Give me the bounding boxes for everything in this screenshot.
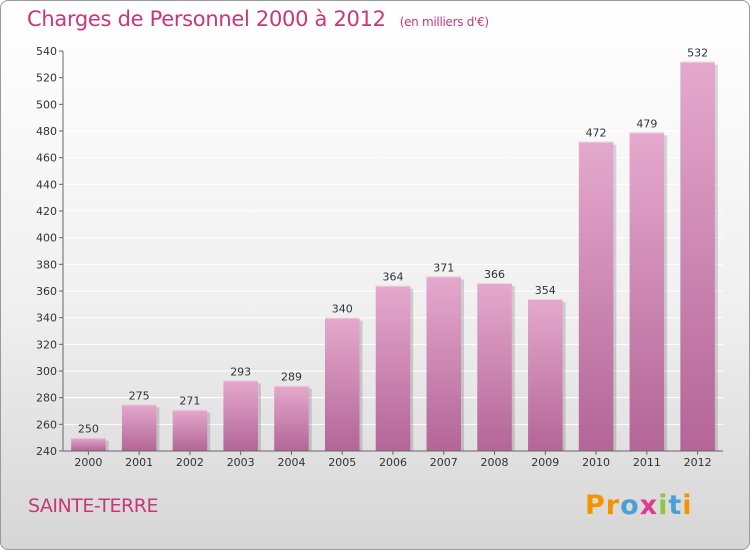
y-tick-label: 460 <box>36 152 57 165</box>
bar <box>172 409 208 451</box>
x-tick-label: 2004 <box>277 456 305 469</box>
data-label: 275 <box>129 389 150 402</box>
data-label: 271 <box>179 395 200 408</box>
x-tick-label: 2006 <box>379 456 407 469</box>
data-label: 340 <box>332 303 353 316</box>
data-label: 293 <box>230 365 251 378</box>
data-label: 472 <box>586 127 607 140</box>
x-tick-label: 2011 <box>633 456 661 469</box>
data-label: 479 <box>636 117 657 130</box>
logo-letter: t <box>668 490 683 521</box>
y-tick-label: 480 <box>36 125 57 138</box>
logo-letter: r <box>605 490 621 521</box>
x-axis: 2000 2001 2002 2003 2004 2005 2006 2007 2008 2009… <box>63 450 723 469</box>
bar <box>629 132 665 452</box>
bars: 250 275 271 293 289 340 364 371 366 354 472 479 532 <box>71 47 718 452</box>
bar <box>223 380 258 451</box>
y-axis: 240 260 280 300 320 340 360 380 400 420 440 460 480 5… <box>36 45 64 458</box>
logo-letter: i <box>682 490 693 521</box>
x-tick-label: 2003 <box>227 456 255 469</box>
y-tick-label: 320 <box>36 338 57 351</box>
y-tick-label: 260 <box>36 418 57 431</box>
logo-letter: x <box>639 490 659 521</box>
title-text: Charges de Personnel 2000 à 2012 <box>27 7 386 31</box>
data-label: 366 <box>484 268 505 281</box>
x-tick-label: 2005 <box>328 456 356 469</box>
bar <box>121 404 157 451</box>
y-tick-label: 440 <box>36 178 57 191</box>
bar <box>680 61 715 452</box>
y-tick-label: 420 <box>36 205 57 218</box>
place-name: SAINTE-TERRE <box>28 495 158 517</box>
logo-letter: P <box>585 490 606 521</box>
y-tick-label: 500 <box>36 98 57 111</box>
x-tick-label: 2012 <box>684 456 712 469</box>
y-tick-label: 240 <box>36 445 57 458</box>
data-label: 250 <box>78 423 99 436</box>
x-tick-label: 2009 <box>531 456 559 469</box>
y-tick-label: 380 <box>36 258 57 271</box>
bar <box>375 285 411 451</box>
data-label: 532 <box>687 47 708 60</box>
chart-subtitle: (en milliers d'€) <box>399 15 489 29</box>
bar <box>71 437 106 451</box>
y-tick-label: 300 <box>36 365 57 378</box>
bar <box>274 385 309 451</box>
bar <box>426 276 462 451</box>
data-label: 371 <box>433 261 454 274</box>
x-tick-label: 2002 <box>176 456 204 469</box>
logo-letter: i <box>658 490 669 521</box>
data-label: 354 <box>535 284 556 297</box>
bar <box>477 283 512 451</box>
data-label: 289 <box>281 371 302 384</box>
bar <box>578 141 614 451</box>
y-tick-label: 360 <box>36 285 57 298</box>
proxiti-logo: Proxiti <box>585 490 693 521</box>
y-tick-label: 400 <box>36 232 57 245</box>
y-tick-label: 340 <box>36 312 57 325</box>
x-tick-label: 2008 <box>481 456 509 469</box>
x-tick-label: 2007 <box>430 456 458 469</box>
x-tick-label: 2001 <box>125 456 153 469</box>
y-tick-label: 280 <box>36 392 57 405</box>
bar <box>324 317 360 451</box>
y-tick-label: 540 <box>36 45 57 58</box>
bar <box>528 299 563 451</box>
data-label: 364 <box>383 271 404 284</box>
y-tick-label: 520 <box>36 72 57 85</box>
x-tick-label: 2000 <box>74 456 102 469</box>
x-tick-label: 2010 <box>582 456 610 469</box>
chart-title: Charges de Personnel 2000 à 2012 (en mill… <box>27 7 489 31</box>
logo-letter: o <box>620 490 640 521</box>
